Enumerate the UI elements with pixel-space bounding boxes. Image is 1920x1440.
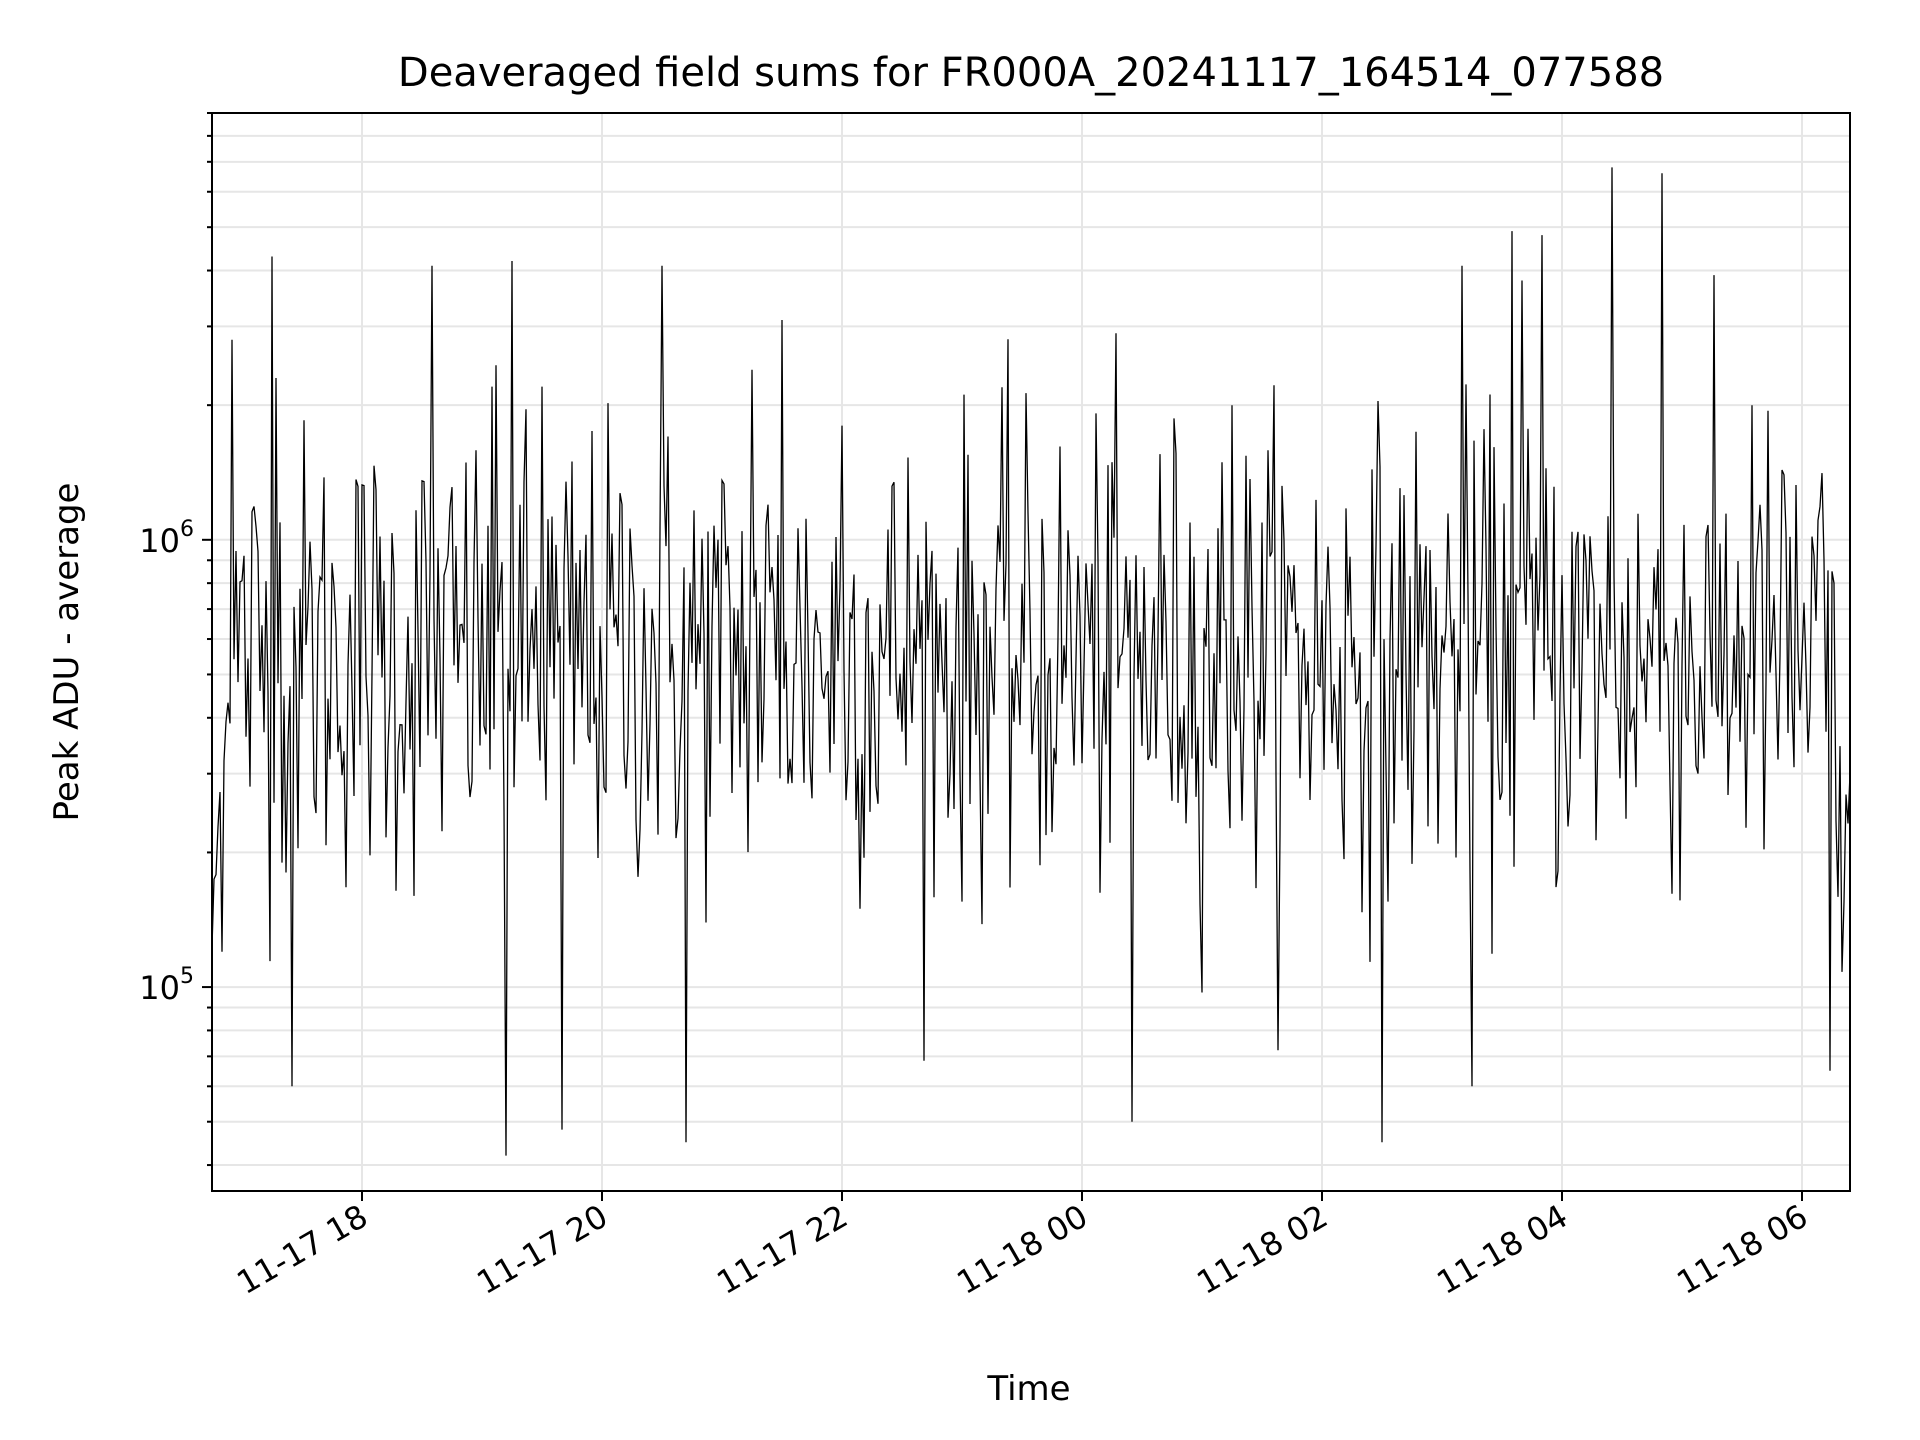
y-tick-label: 106 bbox=[139, 517, 194, 560]
y-axis-label: Peak ADU - average bbox=[47, 483, 87, 822]
x-axis-label: Time bbox=[986, 1369, 1070, 1409]
y-tick-label: 105 bbox=[139, 964, 194, 1007]
plot-frame bbox=[211, 112, 1851, 1192]
chart-title: Deaveraged field sums for FR000A_2024111… bbox=[398, 50, 1664, 96]
data-layer bbox=[211, 167, 1851, 1156]
series-line bbox=[211, 167, 1851, 1156]
